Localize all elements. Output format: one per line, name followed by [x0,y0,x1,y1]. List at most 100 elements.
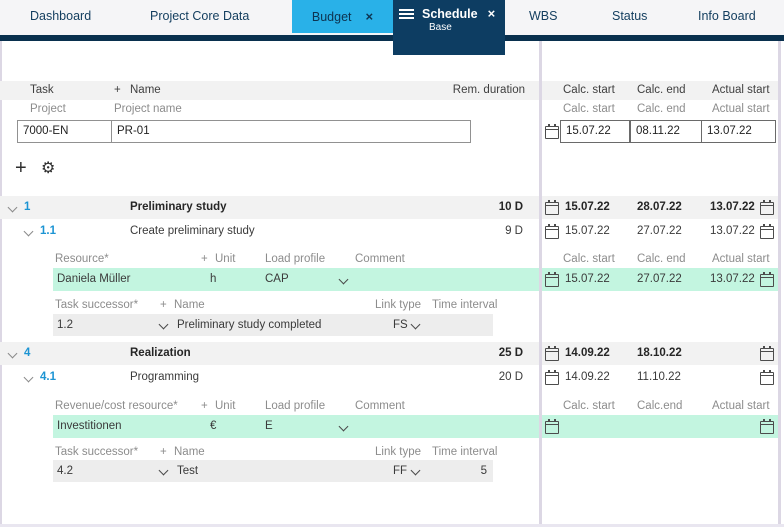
calendar-icon[interactable] [760,224,774,239]
add-column-icon[interactable]: + [160,446,167,458]
project-calc-start-input[interactable]: 15.07.22 [560,120,630,143]
collapse-icon[interactable] [23,226,34,237]
calc-end-cell[interactable]: 18.10.22 [637,347,682,359]
calc-end-cell[interactable]: 11.10.22 [637,371,681,383]
resource-name-cell[interactable]: Investitionen [57,420,122,432]
collapse-icon[interactable] [7,202,18,213]
left-border [0,41,2,527]
actual-start-cell[interactable]: 13.07.22 [710,225,755,237]
revenue-resource-row: Investitionen € E [0,415,784,438]
tab-dashboard[interactable]: Dashboard [30,9,92,23]
task-title[interactable]: Create preliminary study [130,225,255,237]
tab-bar: Dashboard Project Core Data WBS Status I… [0,0,784,35]
gear-icon[interactable]: ⚙ [41,160,56,177]
add-column-icon[interactable]: + [114,84,121,96]
task-duration[interactable]: 9 D [505,225,523,237]
collapse-icon[interactable] [7,348,18,359]
calendar-icon[interactable] [545,124,559,139]
tab-info-board[interactable]: Info Board [698,9,756,23]
calendar-icon[interactable] [760,200,774,215]
toolbar: + ⚙ [0,155,784,183]
calc-start-cell[interactable]: 15.07.22 [565,273,610,285]
project-input-row: 7000-EN PR-01 15.07.22 08.11.22 13.07.22 [0,120,784,144]
resource-header-row: Resource* + Unit Load profile Comment Ca… [0,250,784,268]
calc-end-cell[interactable]: 28.07.22 [637,201,682,213]
calc-end-label: Calc. end [637,253,686,265]
tab-wbs[interactable]: WBS [529,9,558,23]
unit-label: Unit [215,400,236,412]
close-icon[interactable]: × [487,6,496,21]
add-column-icon[interactable]: + [201,253,208,265]
calendar-icon[interactable] [545,272,559,287]
collapse-icon[interactable] [23,372,34,383]
project-label: Project [30,103,66,115]
actual-start-cell[interactable]: 13.07.22 [710,201,755,213]
calendar-icon[interactable] [760,272,774,287]
unit-cell[interactable]: € [210,420,217,432]
link-type-cell[interactable]: FF [393,465,408,477]
pane-splitter[interactable] [539,41,542,527]
name-label: Name [174,446,205,458]
time-interval-label: Time interval [432,446,498,458]
time-interval-cell[interactable]: 5 [480,465,487,477]
calc-start-cell[interactable]: 14.09.22 [565,347,610,359]
successor-id-cell[interactable]: 4.2 [57,465,73,477]
project-calc-end-input[interactable]: 08.11.22 [630,120,702,143]
successor-name-cell[interactable]: Preliminary study completed [177,319,322,331]
tab-budget[interactable]: Budget × [292,0,393,33]
comment-label: Comment [355,253,405,265]
grid-header-row: Task + Name Rem. duration Calc. start Ca… [0,81,784,100]
successor-id-cell[interactable]: 1.2 [57,319,73,331]
task-duration[interactable]: 20 D [498,371,523,383]
tab-status[interactable]: Status [612,9,648,23]
unit-label: Unit [215,253,236,265]
project-name-input[interactable]: PR-01 [111,120,471,143]
add-task-icon[interactable]: + [15,157,27,179]
calendar-icon[interactable] [545,224,559,239]
load-profile-cell[interactable]: CAP [265,273,289,285]
task-duration[interactable]: 10 D [498,201,523,213]
calendar-icon[interactable] [545,346,559,361]
add-column-icon[interactable]: + [160,299,167,311]
menu-icon[interactable] [399,7,414,21]
task-title[interactable]: Preliminary study [130,201,227,213]
tab-schedule[interactable]: Schedule × Base [393,0,505,55]
col-header-rem-duration: Rem. duration [452,84,525,96]
resource-row-highlight [53,415,539,438]
calc-start-cell[interactable]: 14.09.22 [565,371,610,383]
col-header-calc-start: Calc. start [563,84,615,96]
calendar-icon[interactable] [545,419,559,434]
calendar-icon[interactable] [545,200,559,215]
calendar-icon[interactable] [760,419,774,434]
link-type-label: Link type [375,299,422,311]
project-actual-start-input[interactable]: 13.07.22 [701,120,776,143]
calendar-icon[interactable] [760,370,774,385]
calendar-icon[interactable] [760,346,774,361]
task-title[interactable]: Programming [130,371,200,383]
calc-end-cell[interactable]: 27.07.22 [637,273,682,285]
calc-end-cell[interactable]: 27.07.22 [637,225,682,237]
load-profile-cell[interactable]: E [265,420,273,432]
close-icon[interactable]: × [365,9,374,24]
comment-label: Comment [355,400,405,412]
project-id-input[interactable]: 7000-EN [17,120,112,143]
calc-start-cell[interactable]: 15.07.22 [565,201,610,213]
calc-start-cell[interactable]: 15.07.22 [565,225,610,237]
actual-start-cell[interactable]: 13.07.22 [710,273,755,285]
col-header-task: Task [30,84,54,96]
unit-cell[interactable]: h [210,273,217,285]
calendar-icon[interactable] [545,370,559,385]
resource-name-cell[interactable]: Daniela Müller [57,273,131,285]
successor-name-cell[interactable]: Test [177,465,199,477]
tab-project-core-data[interactable]: Project Core Data [150,9,250,23]
tab-schedule-subtitle: Base [429,22,452,33]
col-header-name: Name [130,84,161,96]
link-type-cell[interactable]: FS [393,319,408,331]
add-column-icon[interactable]: + [201,400,208,412]
task-title[interactable]: Realization [130,347,191,359]
task-duration[interactable]: 25 D [498,347,523,359]
task-number: 1.1 [40,225,56,237]
load-profile-label: Load profile [265,253,326,265]
project-name-label: Project name [114,103,182,115]
